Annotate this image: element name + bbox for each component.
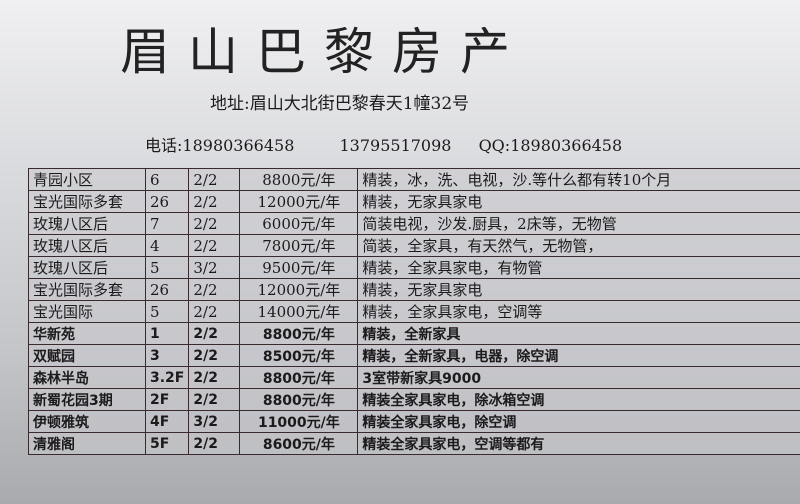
table-row: 宝光国际多套 26 2/2 12000元/年 精装，无家具家电 [28,190,800,213]
table-row: 清雅阁 5F 2/2 8600元/年 精装全家具家电，空调等都有 [28,432,800,455]
price: 6000元/年 [239,212,359,235]
price: 8500元/年 [239,344,359,367]
property-name: 清雅阁 [28,432,146,455]
layout: 2/2 [188,322,241,345]
table-row: 宝光国际多套 26 2/2 12000元/年 精装，无家具家电 [28,278,800,301]
property-name: 青园小区 [28,168,146,191]
layout: 2/2 [188,278,241,301]
property-name: 森林半岛 [28,366,146,389]
description: 简装，全家具，有天然气，无物管， [357,234,800,257]
table-row: 玫瑰八区后 5 3/2 9500元/年 精装，全家具家电，有物管 [28,256,800,279]
floor: 4F [144,410,190,433]
phone-2: 13795517098 [339,136,452,155]
contact-line: 电话:18980366458 13795517098 QQ:1898036645… [145,132,640,156]
property-name: 玫瑰八区后 [28,212,146,235]
price: 11000元/年 [239,410,359,433]
page-title: 眉山巴黎房产 [120,23,528,81]
layout: 2/2 [188,366,241,389]
description: 精装，全家具家电，有物管 [357,256,800,279]
description: 精装，全新家具，电器，除空调 [357,344,800,367]
property-name: 宝光国际多套 [28,278,146,301]
floor: 5 [144,256,190,279]
description: 精装全家具家电，除冰箱空调 [357,388,800,411]
description: 精装全家具家电，空调等都有 [357,432,800,455]
floor: 1 [144,322,190,345]
floor: 2F [144,388,190,411]
property-name: 玫瑰八区后 [28,256,146,279]
layout: 2/2 [188,190,241,213]
layout: 2/2 [188,432,241,455]
floor: 26 [144,278,190,301]
table-row: 新蜀花园3期 2F 2/2 8800元/年 精装全家具家电，除冰箱空调 [28,388,800,411]
price: 8800元/年 [239,168,359,191]
table-row: 华新苑 1 2/2 8800元/年 精装，全新家具 [28,322,800,345]
table-row: 森林半岛 3.2F 2/2 8800元/年 3室带新家具9000 [28,366,800,389]
price: 8800元/年 [239,388,359,411]
description: 精装，冰，洗、电视，沙.等什么都有转10个月 [357,168,800,191]
property-name: 宝光国际多套 [28,190,146,213]
floor: 26 [144,190,190,213]
table-row: 玫瑰八区后 7 2/2 6000元/年 简装电视，沙发.厨具，2床等，无物管 [28,212,800,235]
layout: 2/2 [188,300,241,323]
description: 精装全家具家电，除空调 [357,410,800,433]
property-name: 伊顿雅筑 [28,410,146,433]
phone-numbers: 电话:18980366458 [145,136,312,155]
description: 精装，无家具家电 [357,278,800,301]
property-name: 华新苑 [28,322,146,345]
description: 3室带新家具9000 [357,366,800,389]
floor: 6 [144,168,190,191]
layout: 2/2 [188,234,241,257]
description: 精装，全家具家电，空调等 [357,300,800,323]
price: 8800元/年 [239,366,359,389]
floor: 4 [144,234,190,257]
table-row: 宝光国际 5 2/2 14000元/年 精装，全家具家电，空调等 [28,300,800,323]
layout: 2/2 [188,388,241,411]
property-name: 双赋园 [28,344,146,367]
address: 地址:眉山大北街巴黎春天1幢32号 [210,94,470,114]
property-name: 玫瑰八区后 [28,234,146,257]
table-row: 伊顿雅筑 4F 3/2 11000元/年 精装全家具家电，除空调 [28,410,800,433]
table-row: 玫瑰八区后 4 2/2 7800元/年 简装，全家具，有天然气，无物管， [28,234,800,257]
floor: 5F [144,432,190,455]
layout: 3/2 [188,256,241,279]
price: 14000元/年 [239,300,359,323]
price: 12000元/年 [239,190,359,213]
layout: 2/2 [188,168,241,191]
price: 7800元/年 [239,234,359,257]
price: 8600元/年 [239,432,359,455]
floor: 3 [144,344,190,367]
qq-number: QQ:18980366458 [478,136,623,155]
price: 12000元/年 [239,278,359,301]
floor: 3.2F [144,366,190,389]
price: 9500元/年 [239,256,359,279]
floor: 7 [144,212,190,235]
layout: 2/2 [188,344,241,367]
listing-table: 青园小区 6 2/2 8800元/年 精装，冰，洗、电视，沙.等什么都有转10个月 宝光国… [28,168,800,455]
description: 精装，无家具家电 [357,190,800,213]
table-row: 青园小区 6 2/2 8800元/年 精装，冰，洗、电视，沙.等什么都有转10个月 [28,168,800,191]
floor: 5 [144,300,190,323]
phone-1: 18980366458 [182,136,295,155]
property-name: 新蜀花园3期 [28,388,146,411]
description: 简装电视，沙发.厨具，2床等，无物管 [357,212,800,235]
layout: 2/2 [188,212,241,235]
layout: 3/2 [188,410,241,433]
phone-label: 电话: [145,136,183,155]
description: 精装，全新家具 [357,322,800,345]
price: 8800元/年 [239,322,359,345]
property-name: 宝光国际 [28,300,146,323]
table-row: 双赋园 3 2/2 8500元/年 精装，全新家具，电器，除空调 [28,344,800,367]
